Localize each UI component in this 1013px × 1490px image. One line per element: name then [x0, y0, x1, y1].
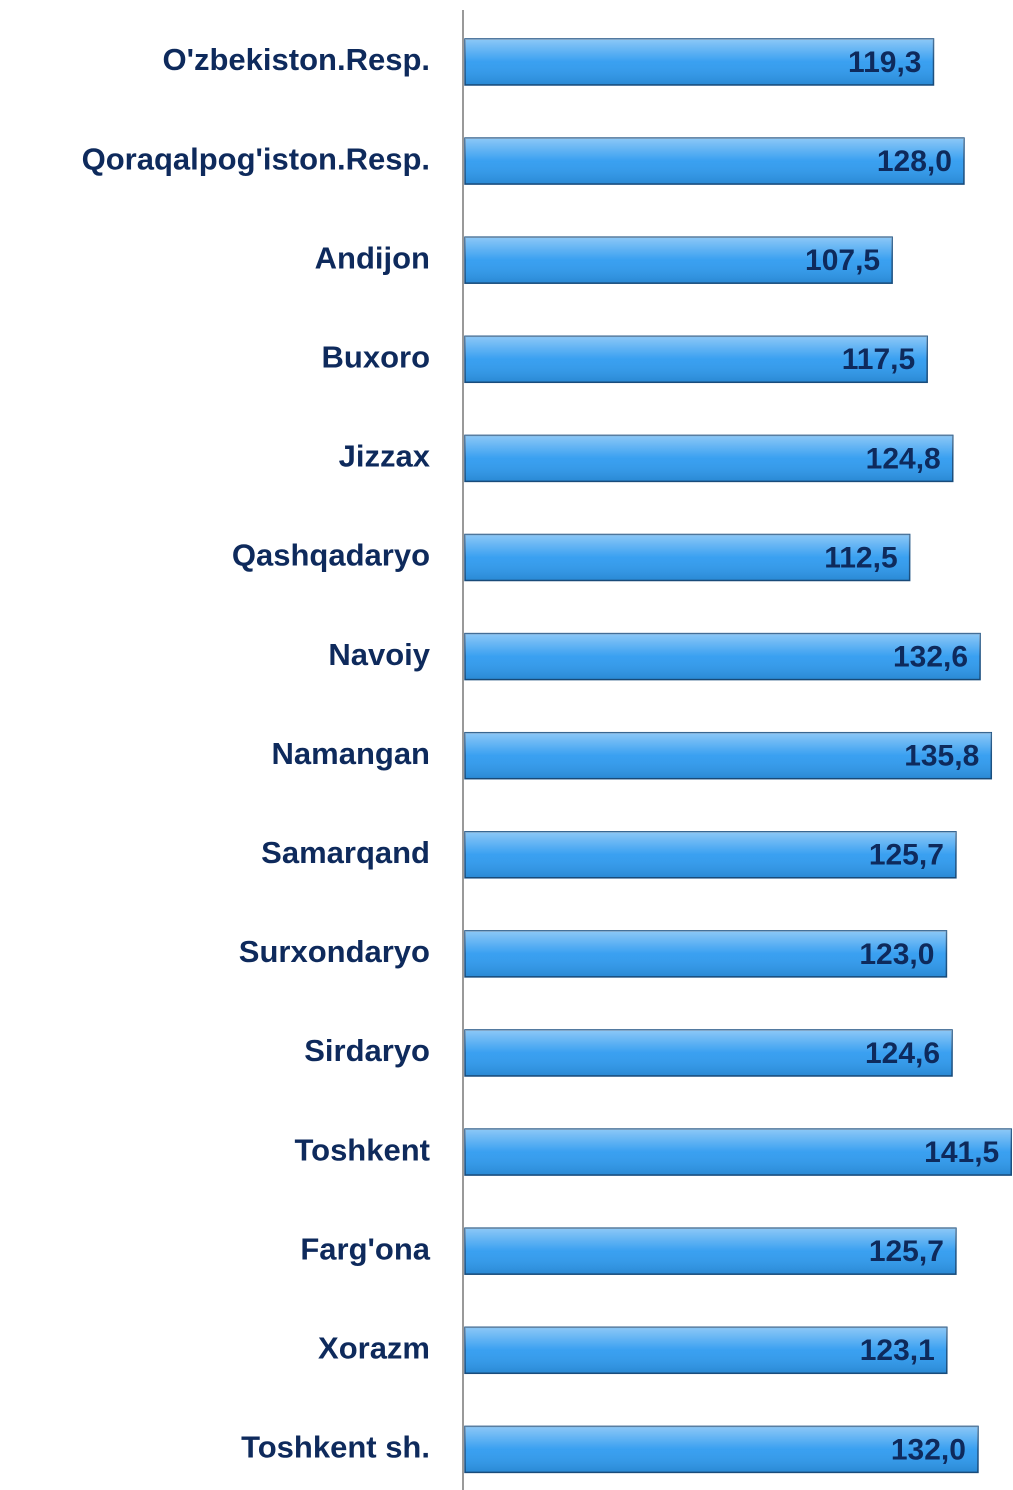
category-label: Toshkent [295, 1132, 431, 1167]
category-label: Surxondaryo [239, 934, 430, 969]
bar-shine [465, 237, 893, 284]
category-label: Xorazm [318, 1330, 430, 1365]
bar-shine [465, 1426, 978, 1473]
bar-shine [465, 831, 956, 878]
bar-shine [465, 1030, 953, 1076]
category-label: Samarqand [261, 835, 430, 870]
value-label: 128,0 [877, 145, 952, 178]
bar-shine [465, 633, 981, 680]
value-label: 117,5 [842, 343, 915, 376]
bar-shine [465, 336, 928, 383]
value-label: 123,1 [860, 1334, 935, 1367]
category-label: Namangan [272, 736, 430, 771]
bar-shine [465, 1228, 956, 1275]
value-label: 112,5 [824, 541, 897, 574]
value-label: 135,8 [904, 740, 979, 773]
category-label: Buxoro [322, 339, 431, 374]
bar-shine [465, 930, 947, 977]
value-label: 123,0 [859, 938, 934, 971]
value-label: 125,7 [869, 1235, 944, 1268]
bar-shine [465, 138, 964, 185]
bar-shine [465, 534, 910, 581]
category-label: Andijon [315, 240, 430, 275]
category-label: Qoraqalpog'iston.Resp. [82, 141, 430, 176]
bar-shine [465, 1129, 1012, 1176]
value-label: 124,6 [865, 1037, 940, 1070]
bar-shine [465, 732, 992, 779]
value-label: 119,3 [848, 46, 921, 79]
value-label: 132,6 [893, 641, 968, 674]
category-label: Navoiy [328, 637, 430, 672]
category-label: Qashqadaryo [232, 538, 430, 573]
value-label: 107,5 [805, 244, 880, 277]
value-label: 124,8 [866, 442, 941, 475]
category-label: Jizzax [339, 439, 431, 474]
category-label: Farg'ona [300, 1231, 430, 1266]
bar-shine [465, 1327, 947, 1374]
value-label: 125,7 [869, 839, 944, 872]
bar-shine [465, 39, 934, 85]
category-label: Toshkent sh. [241, 1430, 430, 1465]
category-label: Sirdaryo [304, 1033, 430, 1068]
value-label: 141,5 [924, 1136, 999, 1169]
bar-shine [465, 435, 953, 482]
value-label: 132,0 [891, 1433, 966, 1466]
category-label: O'zbekiston.Resp. [163, 42, 430, 77]
